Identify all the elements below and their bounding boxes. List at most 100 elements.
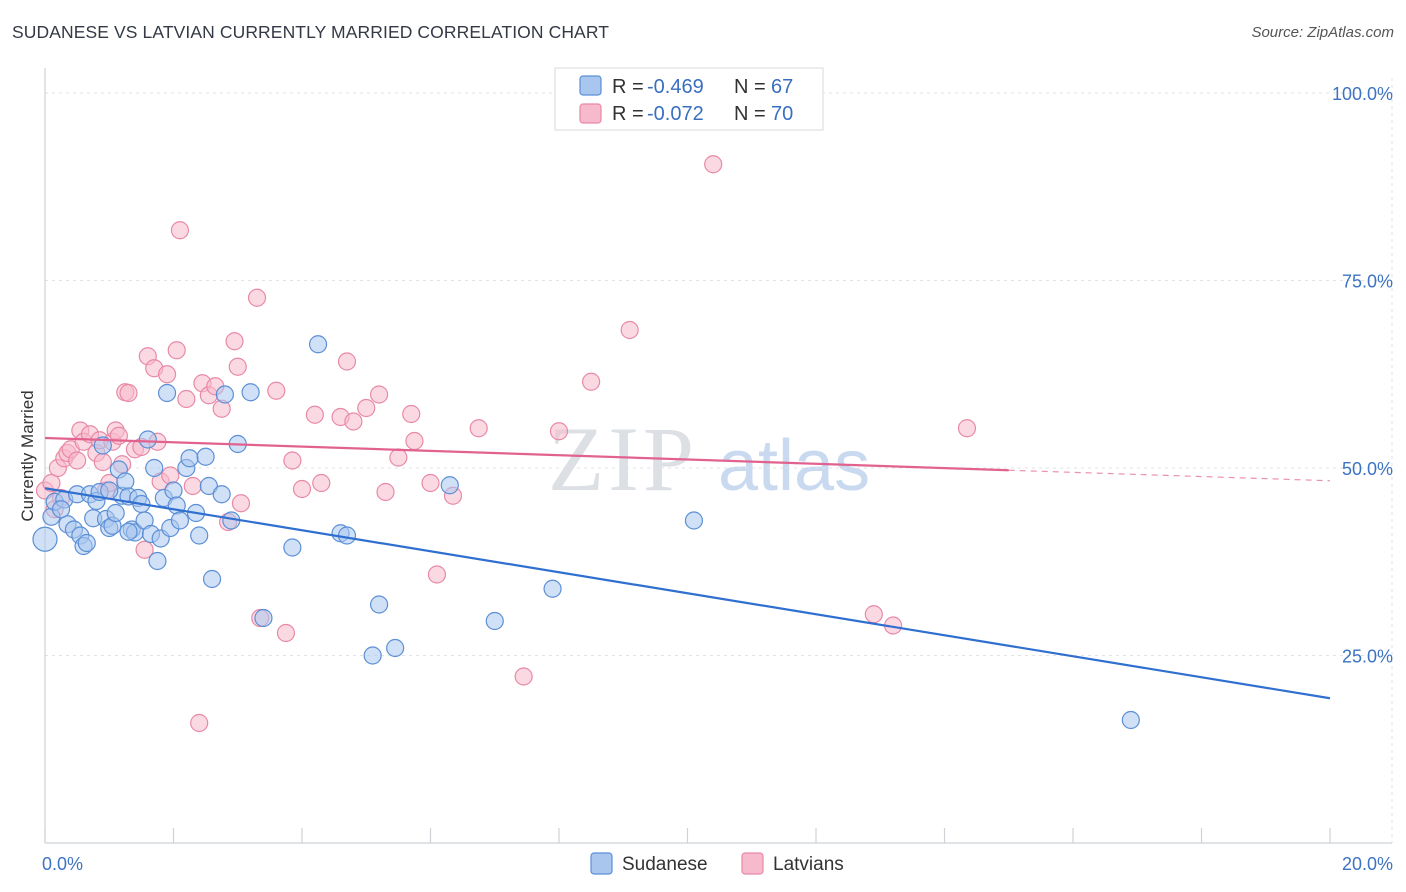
latvian-point <box>183 476 202 496</box>
sudanese-point <box>363 646 382 665</box>
latvian-point <box>161 466 180 485</box>
sudanese-point <box>485 611 504 631</box>
series-legend-label-sudanese: Sudanese <box>622 854 708 875</box>
sudanese-point <box>138 430 157 449</box>
latvian-trend-line <box>44 436 1009 472</box>
legend-r-label-2: R = <box>612 103 644 125</box>
series-legend-swatch-latvian <box>741 852 764 875</box>
sudanese-point <box>157 383 177 403</box>
y-tick-label: 75.0% <box>1342 272 1393 292</box>
latvian-point <box>283 451 302 470</box>
latvian-point <box>370 385 389 404</box>
x-tick-label-max: 20.0% <box>1342 854 1393 874</box>
latvian-point <box>402 404 421 424</box>
latvian-point <box>247 288 267 307</box>
sudanese-point <box>196 447 215 466</box>
latvian-point <box>228 357 247 376</box>
sudanese-point <box>170 511 190 530</box>
sudanese-point <box>100 481 119 500</box>
latvian-point <box>276 623 296 643</box>
legend-n-value-2: 70 <box>771 103 793 125</box>
y-axis-label: Currently Married <box>18 390 37 521</box>
sudanese-point <box>241 383 260 402</box>
latvian-point <box>135 540 154 559</box>
sudanese-point <box>190 526 209 545</box>
latvian-point <box>231 494 251 513</box>
legend-swatch-sudanese <box>579 75 602 96</box>
sudanese-point <box>308 335 328 354</box>
sudanese-point <box>370 595 389 614</box>
y-tick-label: 100.0% <box>1332 84 1393 104</box>
latvian-point <box>514 667 533 686</box>
latvian-point <box>170 221 190 240</box>
legend-n-value-1: 67 <box>771 76 793 98</box>
watermark-atlas: atlas <box>718 426 870 506</box>
sudanese-point <box>164 481 183 500</box>
trend-lines <box>44 436 1331 700</box>
latvian-point <box>549 422 569 441</box>
sudanese-point <box>32 526 58 552</box>
latvian-point <box>389 448 408 467</box>
latvian-point <box>704 155 723 174</box>
y-tick-label: 50.0% <box>1342 459 1393 479</box>
stats-legend: R = -0.469 N = 67 R = -0.072 N = 70 <box>554 67 824 131</box>
latvian-point <box>305 405 324 424</box>
sudanese-point <box>212 485 231 504</box>
latvian-point <box>376 482 395 502</box>
x-tick-labels: 0.0% 20.0% <box>42 854 1393 874</box>
sudanese-point <box>145 458 164 478</box>
latvian-point <box>864 605 883 624</box>
latvian-point <box>267 381 286 400</box>
x-tick-label-min: 0.0% <box>42 854 83 874</box>
latvian-point <box>344 412 363 431</box>
chart-title: SUDANESE VS LATVIAN CURRENTLY MARRIED CO… <box>12 22 610 42</box>
latvian-point <box>421 473 440 493</box>
sudanese-point <box>202 569 222 589</box>
sudanese-point <box>337 526 357 545</box>
sudanese-point <box>684 511 704 530</box>
series-legend-label-latvian: Latvians <box>773 854 844 875</box>
sudanese-point <box>543 579 562 598</box>
latvian-point <box>469 419 488 438</box>
latvian-point <box>292 479 312 499</box>
sudanese-point <box>440 476 459 495</box>
latvian-point <box>357 398 376 418</box>
source-credit: Source: ZipAtlas.com <box>1251 24 1394 41</box>
legend-swatch-latvian <box>579 103 602 124</box>
sudanese-point <box>106 503 125 523</box>
sudanese-point <box>148 551 167 571</box>
sudanese-point <box>199 476 218 496</box>
latvian-point <box>177 389 196 409</box>
sudanese-points <box>32 335 1140 730</box>
sudanese-point <box>119 522 138 541</box>
series-legend: Sudanese Latvians <box>590 852 844 875</box>
y-tick-label: 25.0% <box>1342 647 1393 667</box>
legend-n-label-1: N = <box>734 76 766 98</box>
latvian-point <box>42 473 61 493</box>
latvian-point <box>405 431 424 451</box>
latvian-point <box>167 341 186 360</box>
latvian-point <box>190 713 209 733</box>
latvian-point <box>337 352 357 371</box>
latvian-point <box>93 452 112 472</box>
sudanese-point <box>116 472 135 491</box>
sudanese-point <box>77 533 96 553</box>
latvian-point <box>582 372 601 391</box>
sudanese-point <box>93 436 112 455</box>
sudanese-point <box>215 385 234 404</box>
legend-r-value-1: -0.469 <box>647 76 704 98</box>
sudanese-trend-line <box>44 487 1331 700</box>
latvian-point <box>225 332 244 351</box>
series-legend-swatch-sudanese <box>590 852 613 875</box>
latvian-point <box>68 451 87 470</box>
axes <box>44 68 1392 844</box>
legend-n-label-2: N = <box>734 103 766 125</box>
latvian-trend-extension <box>1008 469 1331 482</box>
legend-r-label-1: R = <box>612 76 644 98</box>
latvian-point <box>119 383 138 403</box>
y-tick-labels: 25.0% 50.0% 75.0% 100.0% <box>1332 84 1393 667</box>
latvian-point <box>312 473 331 493</box>
latvian-point <box>620 320 639 340</box>
legend-r-value-2: -0.072 <box>647 103 704 125</box>
